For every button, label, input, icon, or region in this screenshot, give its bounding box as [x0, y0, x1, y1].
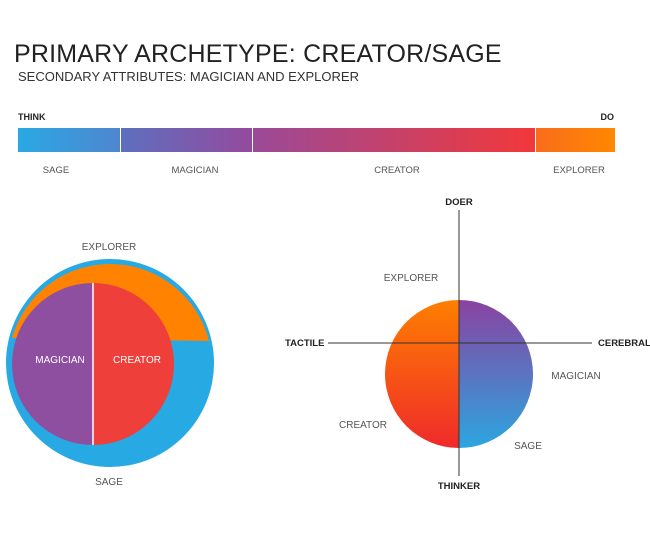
ring-label-magician: MAGICIAN — [35, 355, 84, 366]
spectrum-label-creator: CREATOR — [374, 165, 420, 176]
axis-label-cerebral: CEREBRAL — [598, 338, 650, 349]
ring-label-creator: CREATOR — [113, 355, 161, 366]
spectrum-label-explorer: EXPLORER — [553, 165, 605, 176]
quadrant-label-explorer: EXPLORER — [384, 273, 438, 284]
quadrant-label-magician: MAGICIAN — [551, 371, 600, 382]
ring-label-sage: SAGE — [95, 477, 123, 488]
spectrum-label-sage: SAGE — [42, 165, 70, 176]
quadrant-half-creator-explorer — [385, 300, 459, 448]
spectrum-segment-explorer — [536, 128, 615, 152]
ring-label-explorer: EXPLORER — [82, 242, 136, 253]
ring-diagram: EXPLORER SAGE MAGICIAN CREATOR — [6, 242, 214, 488]
spectrum-left-label: THINK — [18, 112, 46, 122]
quadrant-diagram: DOER THINKER TACTILE CEREBRAL EXPLORER M… — [285, 197, 650, 492]
page-subtitle: SECONDARY ATTRIBUTES: MAGICIAN AND EXPLO… — [18, 69, 359, 84]
spectrum-segment-creator — [253, 128, 535, 152]
spectrum-bar — [18, 128, 615, 152]
ring-creator-half — [93, 283, 174, 445]
spectrum-segment-sage — [18, 128, 120, 152]
page-title: PRIMARY ARCHETYPE: CREATOR/SAGE — [14, 40, 502, 68]
axis-label-tactile: TACTILE — [285, 338, 324, 349]
quadrant-label-creator: CREATOR — [339, 420, 387, 431]
axis-label-thinker: THINKER — [438, 481, 480, 492]
spectrum-right-label: DO — [600, 112, 615, 122]
quadrant-label-sage: SAGE — [514, 441, 542, 452]
quadrant-half-magician-sage — [459, 300, 533, 448]
spectrum-segment-magician — [121, 128, 252, 152]
axis-label-doer: DOER — [445, 197, 473, 208]
spectrum-label-magician: MAGICIAN — [171, 165, 219, 176]
ring-magician-half — [12, 283, 93, 445]
